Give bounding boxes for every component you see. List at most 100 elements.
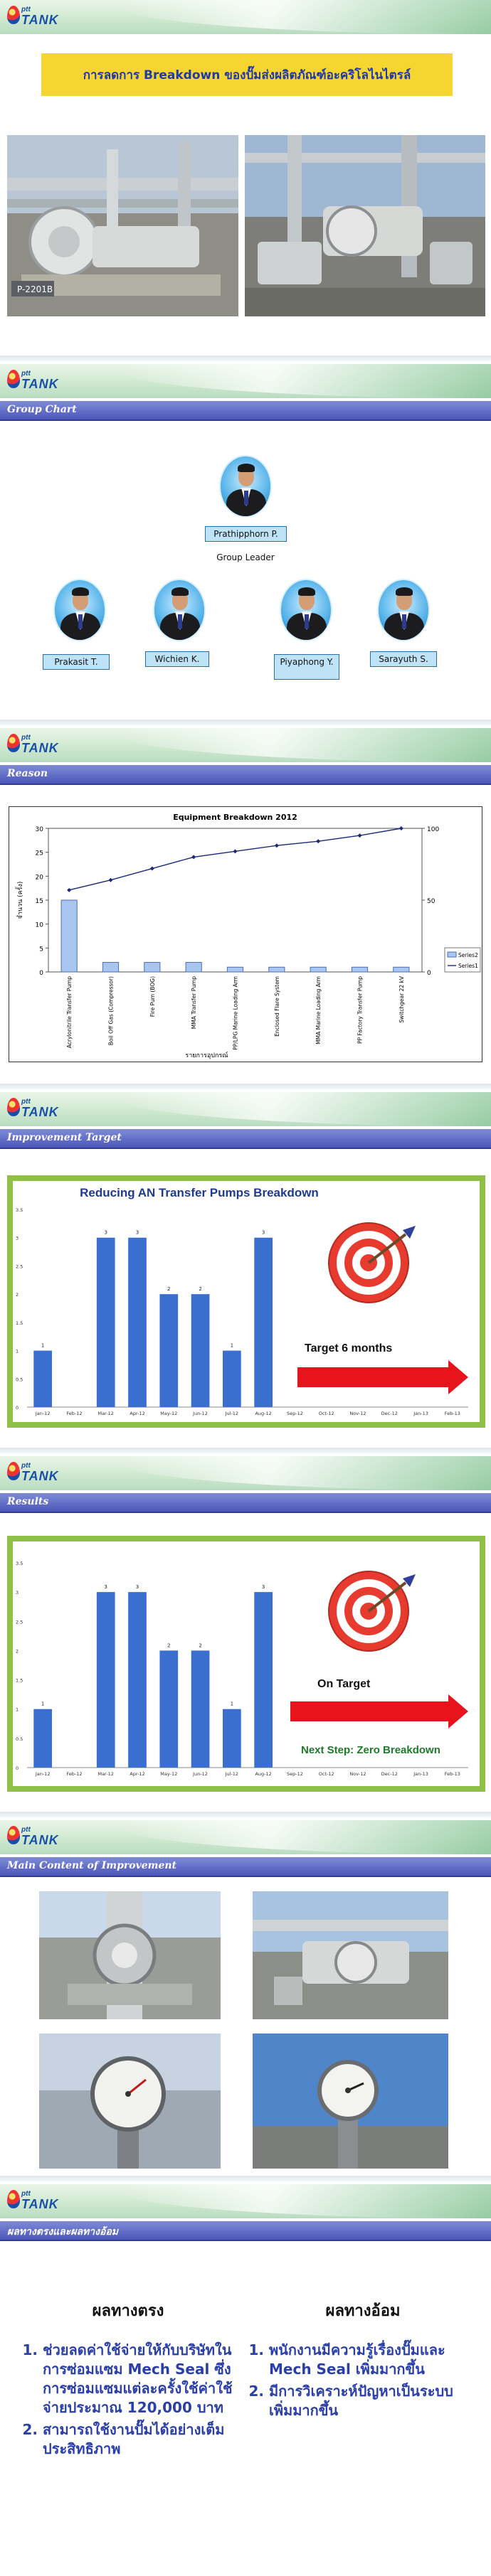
ptt-tank-logo: ptt TANK — [4, 732, 68, 759]
slide-header — [0, 728, 491, 762]
bar — [128, 1237, 147, 1407]
list-item: ช่วยลดค่าใช้จ่ายให้กับบริษัทในการซ่อมแซม… — [43, 2341, 242, 2417]
x-tick-label: May-12 — [160, 1771, 177, 1777]
section-title: Results — [7, 1496, 49, 1507]
bar — [310, 966, 327, 973]
ptt-tank-logo: ptt TANK — [4, 1824, 68, 1851]
pump-photo-right — [245, 135, 485, 316]
slide-header — [0, 1456, 491, 1490]
legend-entry: Series1 — [458, 963, 478, 969]
bar — [226, 966, 244, 973]
data-label: 1 — [41, 1343, 44, 1349]
pump-photo-left: P-2201B — [7, 135, 238, 316]
logo-ptt: ptt — [21, 1098, 31, 1106]
section-title: Reason — [7, 768, 48, 779]
flame-drop-icon — [7, 1826, 20, 1844]
y-tick-label: 30 — [36, 826, 44, 833]
data-label: 2 — [199, 1286, 201, 1292]
bar — [144, 962, 161, 973]
pareto-chart-svg: Equipment Breakdown 2012 0 5 10 15 20 25 30 0 50 1… — [15, 813, 481, 1059]
x-tick-label: Sep-12 — [287, 1771, 303, 1777]
chart-title: Reducing AN Transfer Pumps Breakdown — [80, 1186, 319, 1199]
line-point — [67, 887, 72, 892]
data-label: 1 — [231, 1343, 233, 1349]
dart-fletch — [403, 1574, 416, 1587]
data-label: 1 — [231, 1701, 233, 1707]
section-title-bar: ผลทางตรงและผลทางอ้อม — [0, 2221, 491, 2241]
avatar — [377, 579, 430, 641]
indirect-results-title: ผลทางอ้อม — [325, 2302, 401, 2320]
y-tick-label: 0.5 — [16, 1377, 23, 1382]
y-tick-label: 0 — [16, 1765, 19, 1771]
bar — [102, 962, 120, 973]
y-tick-label: 10 — [36, 922, 44, 929]
results-chart-frame: 0 0.5 1 1.5 2 2.5 3 3.5 1 3 3 2 2 1 3 Jan-12 Feb-12 Mar-1… — [7, 1536, 485, 1792]
avatar — [53, 579, 106, 641]
bar — [185, 962, 202, 973]
data-label: 2 — [199, 1642, 201, 1648]
section-title: ผลทางตรงและผลทางอ้อม — [7, 2226, 119, 2238]
photo-mech-seal-after — [253, 1891, 448, 2019]
x-tick-label: Apr-12 — [130, 1411, 144, 1416]
y-tick-label: 20 — [36, 874, 44, 881]
member-name: Sarayuth S. — [370, 651, 437, 667]
red-arrow — [290, 1694, 468, 1728]
bar — [223, 1709, 241, 1768]
page-title: การลดการ Breakdown ของปั๊มส่งผลิตภัณฑ์อะ… — [83, 68, 411, 82]
section-title-bar: Main Content of Improvement — [0, 1857, 491, 1877]
y-tick-label: 15 — [36, 898, 43, 905]
y-tick-label: 25 — [36, 850, 43, 857]
y-tick-label: 2 — [16, 1648, 19, 1654]
x-tick-label: MMA Transfer Pump — [191, 976, 197, 1029]
leader-role: Group Leader — [216, 552, 275, 562]
dart-shaft — [367, 1581, 407, 1613]
logo-tank: TANK — [21, 1105, 59, 1119]
line-point — [233, 849, 238, 854]
member-name: Piyaphong Y. — [274, 654, 339, 680]
slide-benefits: ptt TANK ผลทางตรงและผลทางอ้อม ผลทางตรง ผ… — [0, 2184, 491, 2576]
bar — [268, 966, 285, 973]
y-tick-label: 0 — [39, 970, 43, 977]
member-card — [51, 579, 108, 641]
section-title-bar: Group Chart — [0, 401, 491, 421]
logo-ptt: ptt — [21, 1826, 31, 1834]
section-title: Group Chart — [7, 404, 77, 415]
y-tick-label: 1 — [16, 1349, 19, 1354]
x-tick-label: Dec-12 — [381, 1771, 398, 1777]
slide-header — [0, 1092, 491, 1126]
bar — [254, 1592, 273, 1768]
y-tick-label: 3 — [16, 1236, 19, 1241]
indirect-results-list: พนักงานมีความรู้เรื่องปั๊มและ Mech Seal … — [248, 2341, 475, 2423]
logo-tank: TANK — [21, 2197, 59, 2211]
leader-name: Prathipphorn P. — [205, 526, 287, 542]
y-tick-label: 1 — [16, 1707, 19, 1713]
logo-tank: TANK — [21, 377, 59, 391]
slide-improvement-target: ptt TANK Improvement Target Reducing AN … — [0, 1092, 491, 1448]
y2-tick-label: 50 — [427, 898, 435, 905]
logo-ptt: ptt — [21, 734, 31, 742]
next-step-text: Next Step: Zero Breakdown — [301, 1744, 440, 1756]
ptt-tank-logo: ptt TANK — [4, 4, 68, 31]
member-name: Prakasit T. — [43, 654, 110, 670]
photo-pressure-gauge-before — [39, 2033, 221, 2169]
x-tick-label: Nov-12 — [349, 1411, 366, 1416]
logo-ptt: ptt — [21, 1462, 31, 1470]
member-name: Wichien K. — [145, 651, 209, 667]
y-tick-label: 3.5 — [16, 1561, 23, 1566]
bar — [254, 1237, 273, 1407]
x-tick-label: Feb-12 — [66, 1411, 82, 1416]
line-point — [191, 855, 196, 860]
x-tick-label: May-12 — [160, 1411, 177, 1416]
photo-mech-seal-before — [39, 1891, 221, 2019]
legend-swatch-series2 — [447, 951, 457, 958]
photo-pressure-gauge-after — [253, 2033, 448, 2169]
cumulative-line — [69, 828, 401, 891]
x-tick-label: Switchgear 22 kV — [398, 976, 405, 1023]
list-item: พนักงานมีความรู้เรื่องปั๊มและ Mech Seal … — [269, 2341, 475, 2379]
x-tick-label: Jun-12 — [192, 1411, 208, 1416]
section-title-bar: Results — [0, 1493, 491, 1513]
section-title: Main Content of Improvement — [7, 1860, 176, 1871]
x-tick-label: Feb-12 — [66, 1771, 82, 1777]
pump-photo-left-drawing: P-2201B — [7, 135, 238, 316]
bar — [96, 1237, 115, 1407]
